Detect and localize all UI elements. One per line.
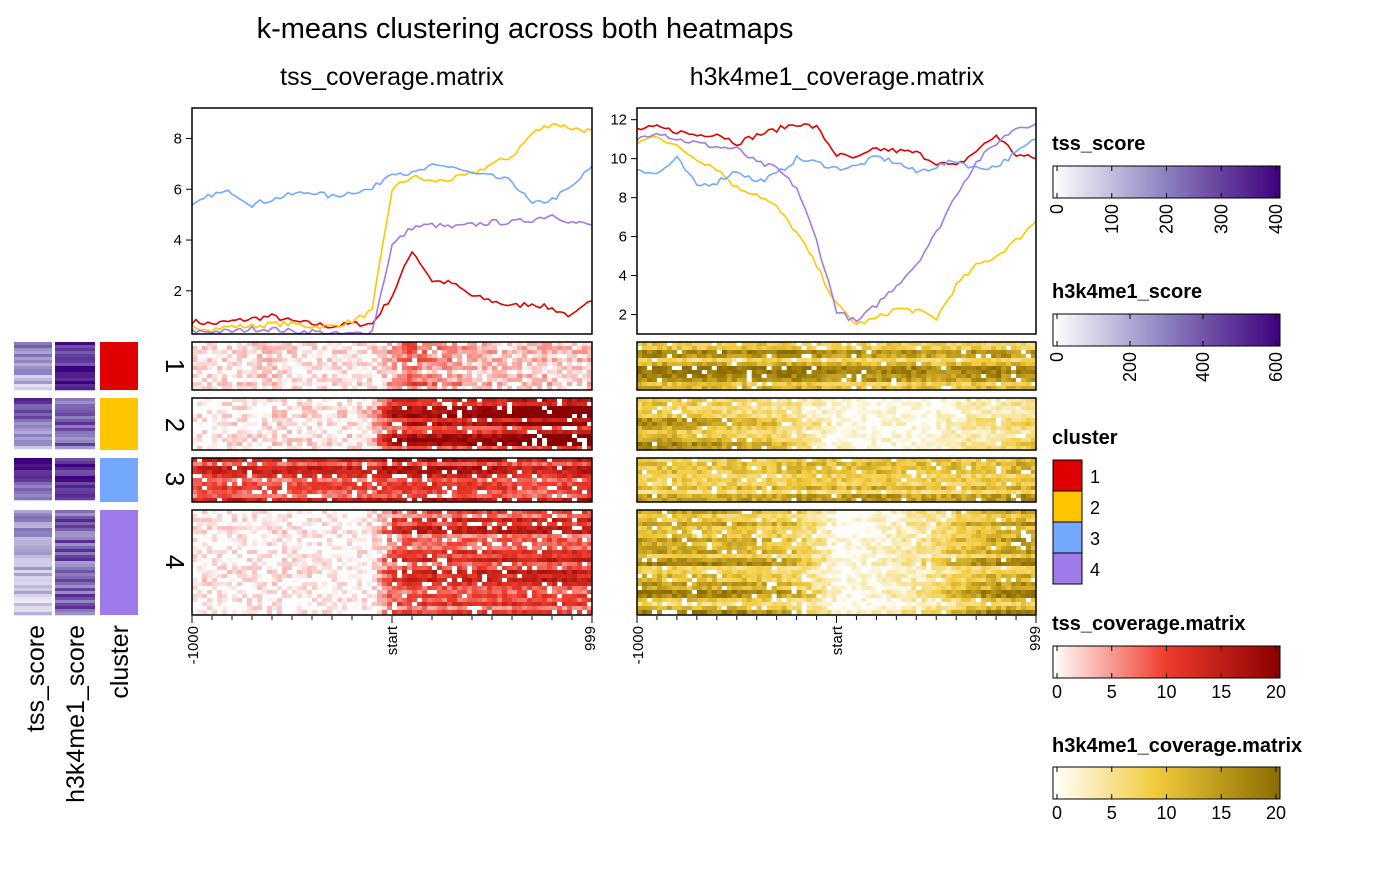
heatmap-slice-4 <box>192 510 592 614</box>
series-line-2 <box>192 124 592 332</box>
legend-tick-label: 15 <box>1211 803 1231 823</box>
y-tick-label: 8 <box>619 190 627 207</box>
profile-plot-h3k: 2 4 6 8 10 12 <box>610 108 1036 334</box>
y-tick-label: 6 <box>619 229 627 246</box>
row-label-1: 1 <box>160 359 190 373</box>
legend-h3k-coverage: h3k4me1_coverage.matrix 0 5 10 15 20 <box>1052 735 1302 823</box>
legend-swatch-3 <box>1053 522 1082 553</box>
legend-tss-score: tss_score 0 100 200 300 400 <box>1047 133 1286 234</box>
x-tick-label: 999 <box>1027 626 1044 651</box>
legend-title: cluster <box>1052 427 1118 449</box>
heatmap-h3k <box>637 342 1036 615</box>
legend-tick-label: 10 <box>1156 803 1176 823</box>
x-tick-label: 999 <box>582 626 599 651</box>
legend-tick-label: 5 <box>1107 682 1117 702</box>
color-bar <box>1053 314 1280 346</box>
legend-tick-label: 15 <box>1211 682 1231 702</box>
heatmap-slice-3 <box>637 458 1036 502</box>
legend-tick-label: 100 <box>1102 204 1122 234</box>
heatmap-slice-2 <box>637 398 1036 450</box>
legend-title: tss_score <box>1052 133 1145 155</box>
series-line-1 <box>192 252 592 328</box>
cluster-row-labels: 1 2 3 4 <box>160 359 190 569</box>
x-tick-label: start <box>829 625 846 655</box>
legend-h3k-score: h3k4me1_score 0 200 400 600 <box>1047 281 1286 382</box>
legend-tick-label: 0 <box>1047 352 1067 362</box>
legend-swatch-1 <box>1053 460 1082 491</box>
legend-item-label: 2 <box>1090 498 1100 518</box>
legend-tick-label: 5 <box>1107 803 1117 823</box>
cluster-annotation-1 <box>100 342 138 390</box>
x-tick-label: -1000 <box>185 626 202 664</box>
heatmap-tss <box>192 342 592 615</box>
y-tick-label: 12 <box>610 112 627 129</box>
legend-tick-label: 10 <box>1156 682 1176 702</box>
legend-tick-label: 600 <box>1266 352 1286 382</box>
y-tick-label: 2 <box>174 283 182 300</box>
y-tick-label: 6 <box>174 181 182 198</box>
heatmap-slice-1 <box>637 342 1036 390</box>
heatmap-slice-1 <box>192 342 592 390</box>
x-axis-tss: -1000 start 999 <box>185 616 599 664</box>
legend-tick-label: 300 <box>1211 204 1231 234</box>
legend-tss-coverage: tss_coverage.matrix 0 5 10 15 20 <box>1052 613 1286 702</box>
row-annotations <box>14 342 138 615</box>
series-line-4 <box>192 215 592 334</box>
y-tick-label: 10 <box>610 151 627 168</box>
legend-title: h3k4me1_coverage.matrix <box>1052 735 1302 757</box>
legend-tick-label: 200 <box>1120 352 1140 382</box>
legend-tick-label: 0 <box>1047 204 1067 214</box>
series-line-2 <box>637 136 1036 324</box>
row-label-4: 4 <box>160 555 190 569</box>
plot-frame <box>192 108 592 334</box>
y-tick-label: 8 <box>174 130 182 147</box>
main-title: k-means clustering across both heatmaps <box>257 13 794 45</box>
legend-tick-label: 400 <box>1193 352 1213 382</box>
series-line-1 <box>637 124 1036 165</box>
legend-item-label: 3 <box>1090 529 1100 549</box>
cluster-annotation-4 <box>100 510 138 615</box>
heatmap-slice-4 <box>637 510 1036 614</box>
legend-tick-label: 200 <box>1157 204 1177 234</box>
y-tick-label: 2 <box>619 307 627 324</box>
legend-swatch-4 <box>1053 553 1082 584</box>
series-line-4 <box>637 124 1036 322</box>
legend-cluster: cluster 1 2 3 4 <box>1052 427 1118 584</box>
legend-swatch-2 <box>1053 491 1082 522</box>
heatmap-slice-3 <box>192 458 592 502</box>
anno-label-h3k-score: h3k4me1_score <box>62 625 90 803</box>
y-tick-label: 4 <box>174 232 182 249</box>
legend-tick-label: 400 <box>1266 204 1286 234</box>
legend-tick-label: 20 <box>1266 682 1286 702</box>
heatmap-slice-2 <box>192 398 592 450</box>
row-label-2: 2 <box>160 418 190 432</box>
x-tick-label: -1000 <box>630 626 647 664</box>
legend-tick-label: 20 <box>1266 803 1286 823</box>
x-axis-h3k: -1000 start 999 <box>630 616 1044 664</box>
row-label-3: 3 <box>160 472 190 486</box>
panel-title-h3k: h3k4me1_coverage.matrix <box>690 63 985 91</box>
legend-title: h3k4me1_score <box>1052 281 1202 303</box>
legend-item-label: 1 <box>1090 467 1100 487</box>
cluster-annotation-3 <box>100 458 138 502</box>
profile-plot-tss: 2 4 6 8 <box>174 108 592 334</box>
anno-label-tss-score: tss_score <box>22 625 50 732</box>
legend-items: 1 2 3 4 <box>1053 460 1100 584</box>
legend-title: tss_coverage.matrix <box>1052 613 1245 635</box>
legend-tick-label: 0 <box>1052 803 1062 823</box>
x-tick-label: start <box>384 625 401 655</box>
legend-tick-label: 0 <box>1052 682 1062 702</box>
cluster-annotation-2 <box>100 398 138 450</box>
series-line-3 <box>192 164 592 207</box>
panel-title-tss: tss_coverage.matrix <box>280 63 504 91</box>
legend-item-label: 4 <box>1090 560 1100 580</box>
anno-label-cluster: cluster <box>106 625 134 699</box>
y-tick-label: 4 <box>619 268 627 285</box>
